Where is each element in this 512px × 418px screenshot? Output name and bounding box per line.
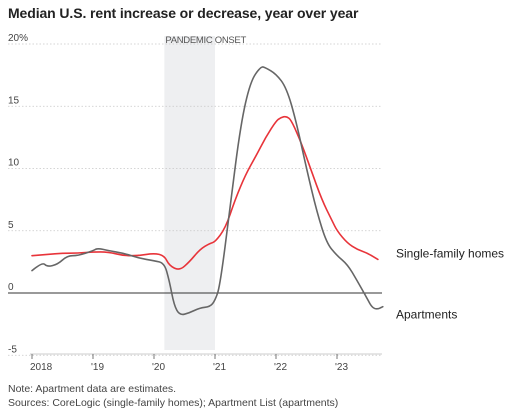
x-tick-label: '20	[152, 362, 165, 373]
chart-notes: Note: Apartment data are estimates. Sour…	[8, 382, 338, 410]
x-tick-label: '21	[213, 362, 226, 373]
y-tick-label: 5	[8, 220, 14, 231]
x-tick-label: '23	[335, 362, 348, 373]
sources-text: Sources: CoreLogic (single-family homes)…	[8, 397, 339, 409]
y-tick-label: 20%	[8, 33, 28, 44]
series-line-apartments	[31, 66, 384, 316]
x-tick-label: '22	[274, 362, 287, 373]
series-label-apartments: Apartments	[396, 308, 457, 322]
x-tick-label: '19	[91, 362, 104, 373]
y-tick-label: -5	[8, 344, 17, 355]
y-tick-label: 0	[8, 282, 14, 293]
pandemic-shade	[164, 36, 215, 350]
chart-title: Median U.S. rent increase or decrease, y…	[8, 5, 359, 21]
pandemic-label: PANDEMIC ONSET	[165, 35, 246, 46]
note-text: Note: Apartment data are estimates.	[8, 383, 177, 395]
x-tick-label: 2018	[30, 362, 53, 373]
y-tick-label: 15	[8, 95, 20, 106]
series-label-single-family-homes: Single-family homes	[396, 246, 504, 260]
y-tick-label: 10	[8, 158, 20, 169]
series-line-single-family-homes	[31, 115, 379, 270]
